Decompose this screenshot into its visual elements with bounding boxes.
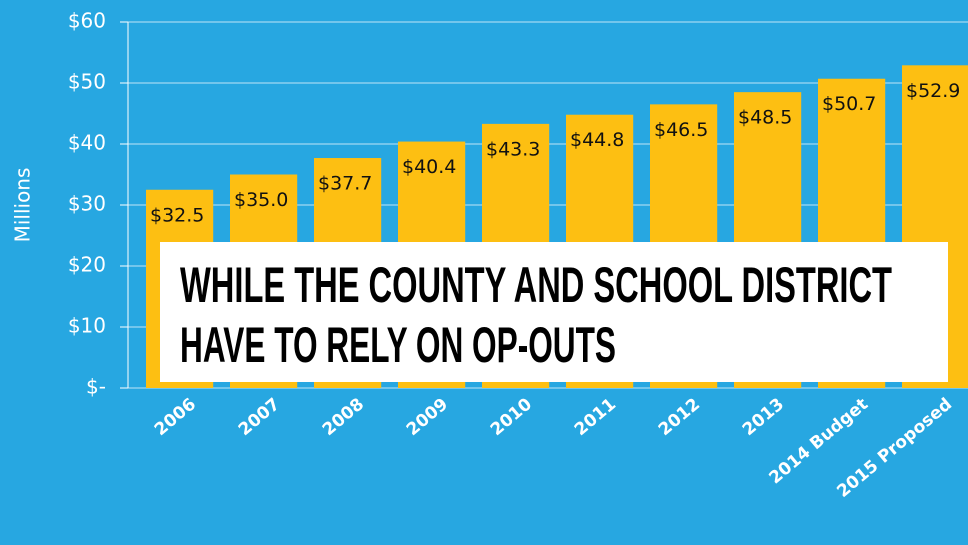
value-label: $50.7 (822, 93, 876, 115)
value-label: $46.5 (654, 119, 708, 141)
x-tick-label: 2008 (319, 394, 368, 440)
x-tick-label: 2009 (403, 394, 452, 440)
annotation: HAVE TO RELY ON OP-OUTS (180, 317, 616, 373)
x-tick-label: 2007 (235, 394, 284, 440)
y-tick-label: $60 (68, 9, 106, 33)
value-label: $43.3 (486, 138, 540, 160)
value-label: $52.9 (906, 80, 960, 102)
y-axis-label: Millions (11, 168, 35, 243)
annotation: WHILE THE COUNTY AND SCHOOL DISTRICT (180, 257, 892, 313)
value-label: $32.5 (150, 204, 204, 226)
annotation-box (160, 242, 948, 382)
x-tick-label: 2013 (739, 394, 788, 440)
y-tick-label: $- (86, 375, 106, 399)
value-label: $40.4 (402, 156, 456, 178)
value-label: $44.8 (570, 129, 624, 151)
y-tick-label: $40 (68, 131, 106, 155)
x-tick-label: 2012 (655, 394, 704, 440)
y-tick-label: $30 (68, 192, 106, 216)
x-tick-label: 2010 (487, 394, 536, 440)
y-tick-label: $20 (68, 253, 106, 277)
y-tick-label: $50 (68, 70, 106, 94)
y-tick-label: $10 (68, 314, 106, 338)
value-label: $35.0 (234, 189, 288, 211)
x-tick-label: 2011 (571, 394, 620, 440)
x-tick-label: 2006 (151, 394, 200, 440)
value-label: $37.7 (318, 173, 372, 195)
value-label: $48.5 (738, 107, 792, 129)
